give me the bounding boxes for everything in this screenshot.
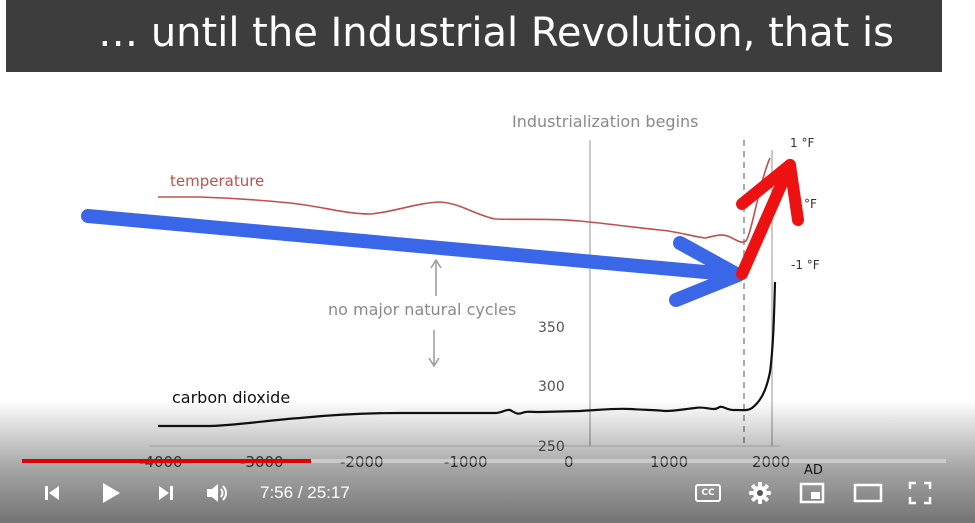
no-cycles-label: no major natural cycles (328, 300, 516, 319)
progress-bar[interactable] (22, 459, 946, 463)
play-button[interactable] (92, 474, 128, 512)
skip-next-icon (159, 486, 173, 500)
slide-title-bar: … until the Industrial Revolution, that … (6, 0, 942, 72)
gear-icon (749, 482, 771, 504)
settings-button[interactable] (742, 474, 778, 512)
miniplayer-icon (799, 482, 825, 504)
co2-tick-300: 300 (538, 379, 565, 395)
climate-chart: Industrialization begins temperature no … (81, 112, 823, 478)
temperature-label: temperature (170, 172, 264, 190)
time-display: 7:56 / 25:17 (260, 474, 350, 512)
captions-label: CC (701, 488, 715, 498)
player-controls: 7:56 / 25:17 CC (22, 474, 946, 512)
co2-tick-350: 350 (538, 320, 565, 336)
fullscreen-button[interactable] (902, 474, 938, 512)
play-icon (103, 483, 120, 503)
temp-label-minus1: -1 °F (791, 258, 820, 272)
duration: 25:17 (307, 483, 350, 502)
volume-icon (207, 484, 227, 502)
current-time: 7:56 (260, 483, 294, 502)
fullscreen-icon (908, 481, 932, 505)
skip-previous-icon (45, 486, 59, 500)
captions-button[interactable]: CC (690, 474, 726, 512)
time-separator: / (293, 483, 308, 502)
captions-icon: CC (695, 484, 721, 502)
theater-mode-button[interactable] (848, 474, 888, 512)
industrialization-label: Industrialization begins (512, 112, 699, 131)
co2-label: carbon dioxide (172, 388, 290, 407)
progress-played (22, 459, 312, 463)
temp-label-zero: °F (804, 197, 817, 211)
temp-label-plus1: 1 °F (790, 136, 814, 150)
slide-title: … until the Industrial Revolution, that … (98, 10, 894, 56)
range-arrow (428, 258, 442, 368)
volume-button[interactable] (200, 474, 236, 512)
red-arrow (736, 159, 804, 280)
theater-mode-icon (853, 483, 883, 503)
temperature-series (158, 157, 771, 244)
miniplayer-button[interactable] (794, 474, 830, 512)
co2-tick-250: 250 (538, 439, 565, 455)
skip-next-button[interactable] (150, 474, 182, 512)
skip-previous-button[interactable] (36, 474, 68, 512)
